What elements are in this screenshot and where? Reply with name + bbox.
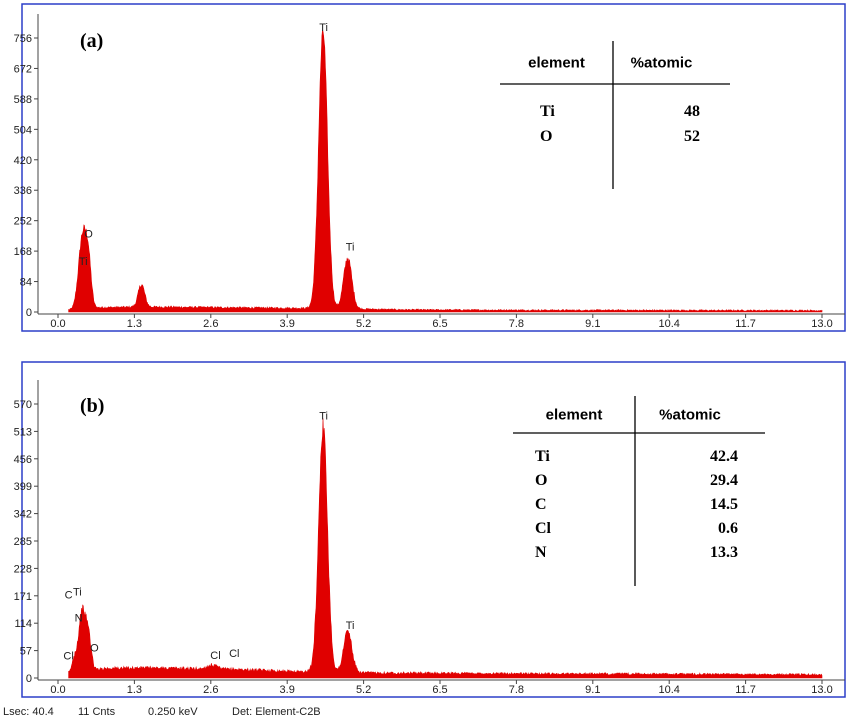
x-tick-label: 2.6 — [203, 684, 218, 696]
y-tick-label: 756 — [14, 33, 32, 45]
panel-label: (a) — [80, 30, 103, 52]
table-cell-element: O — [540, 128, 552, 145]
x-tick-label: 6.5 — [432, 318, 447, 330]
x-tick-label: 10.4 — [658, 318, 679, 330]
composition-table: element %atomic Ti 48 O 52 — [500, 41, 730, 189]
x-tick-label: 5.2 — [356, 318, 371, 330]
x-tick-label: 9.1 — [585, 684, 600, 696]
spectrum-panel-b: 0 57 114 171 228 285 342 399 456 513 570 0.0 1.3 2.6 3… — [14, 361, 846, 698]
y-tick-label: 0 — [26, 673, 32, 685]
peak-label-cl: Cl — [229, 648, 239, 660]
status-bar: Lsec: 40.4 11 Cnts 0.250 keV Det: Element-C… — [3, 706, 321, 718]
y-tick-label: 342 — [14, 509, 32, 521]
table-cell-atomic: 14.5 — [710, 496, 738, 513]
spectrum-area — [68, 418, 823, 679]
table-cell-atomic: 0.6 — [718, 520, 738, 537]
peak-label-cl: Cl — [63, 651, 73, 663]
peak-label-ti: Ti — [319, 410, 328, 422]
x-tick-label: 1.3 — [127, 318, 142, 330]
table-cell-element: Cl — [535, 520, 552, 537]
status-live-time: Lsec: 40.4 — [3, 706, 54, 718]
status-energy: 0.250 keV — [148, 706, 198, 718]
table-header-atomic: %atomic — [659, 407, 721, 424]
table-cell-atomic: 42.4 — [710, 448, 738, 465]
table-cell-element: Ti — [540, 103, 555, 120]
y-tick-label: 171 — [14, 591, 32, 603]
peak-label-ti: Ti — [319, 22, 328, 34]
table-cell-atomic: 13.3 — [710, 544, 738, 561]
panel-label: (b) — [80, 395, 104, 417]
x-tick-label: 9.1 — [585, 318, 600, 330]
x-tick-label: 11.7 — [735, 684, 756, 696]
x-tick-label: 10.4 — [658, 684, 679, 696]
y-tick-label: 114 — [14, 618, 32, 630]
table-header-element: element — [546, 407, 603, 424]
y-tick-label: 420 — [14, 155, 32, 167]
y-tick-label: 84 — [20, 277, 32, 289]
y-tick-label: 588 — [14, 94, 32, 106]
table-header-element: element — [528, 55, 585, 72]
peak-label-ti: Ti — [346, 241, 355, 253]
x-tick-label: 1.3 — [127, 684, 142, 696]
composition-table: element %atomic Ti 42.4 O 29.4 C 14.5 Cl 0.6 N 13.3 — [513, 396, 765, 586]
x-tick-label: 6.5 — [432, 684, 447, 696]
y-tick-label: 57 — [20, 646, 32, 658]
x-tick-label: 0.0 — [50, 318, 65, 330]
x-tick-label: 7.8 — [509, 318, 524, 330]
y-tick-label: 504 — [14, 124, 32, 136]
y-tick-label: 672 — [14, 63, 32, 75]
peak-label-ti: Ti — [346, 620, 355, 632]
peak-label-c: C — [65, 590, 73, 602]
y-tick-label: 336 — [14, 185, 32, 197]
x-tick-label: 5.2 — [356, 684, 371, 696]
table-cell-atomic: 29.4 — [710, 472, 738, 489]
y-tick-label: 570 — [14, 399, 32, 411]
peak-label-o: O — [84, 229, 93, 241]
x-tick-label: 11.7 — [735, 318, 756, 330]
table-cell-element: O — [535, 472, 547, 489]
y-tick-label: 228 — [14, 563, 32, 575]
table-cell-element: N — [535, 544, 547, 561]
y-tick-label: 456 — [14, 454, 32, 466]
peak-label-ti: Ti — [73, 586, 82, 598]
x-tick-label: 0.0 — [50, 684, 65, 696]
peak-label-o: O — [90, 643, 99, 655]
table-cell-element: C — [535, 496, 547, 513]
y-tick-label: 285 — [14, 536, 32, 548]
table-header-atomic: %atomic — [631, 55, 693, 72]
y-tick-label: 168 — [14, 246, 32, 258]
y-tick-label: 0 — [26, 307, 32, 319]
y-tick-label: 399 — [14, 481, 32, 493]
peak-label-n: N — [75, 612, 83, 624]
table-cell-element: Ti — [535, 448, 550, 465]
peak-label-ti: Ti — [79, 256, 88, 268]
status-counts: 11 Cnts — [78, 706, 116, 718]
table-cell-atomic: 48 — [684, 103, 700, 120]
table-cell-atomic: 52 — [684, 128, 700, 145]
spectrum-panel-a: 0 84 168 252 336 420 504 588 672 756 0.0 1.3 2.6 3.9 5… — [14, 3, 846, 332]
x-tick-label: 3.9 — [280, 684, 295, 696]
status-detector: Det: Element-C2B — [232, 706, 321, 718]
x-tick-label: 13.0 — [811, 318, 832, 330]
x-tick-label: 13.0 — [811, 684, 832, 696]
panel-frame — [21, 3, 846, 332]
spectrum-area — [68, 29, 823, 313]
y-tick-label: 513 — [14, 426, 32, 438]
x-tick-label: 3.9 — [280, 318, 295, 330]
peak-label-cl: Cl — [210, 650, 220, 662]
x-tick-label: 2.6 — [203, 318, 218, 330]
panel-frame — [21, 361, 846, 698]
y-tick-label: 252 — [14, 216, 32, 228]
x-tick-label: 7.8 — [509, 684, 524, 696]
